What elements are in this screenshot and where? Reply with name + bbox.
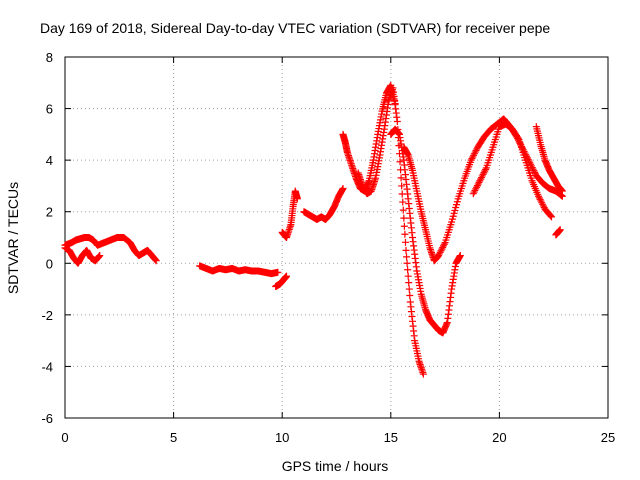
data-point-track-j xyxy=(470,151,478,159)
data-point-track-k xyxy=(535,194,543,202)
data-point-track-k xyxy=(534,192,542,200)
y-tick-label: 0 xyxy=(46,256,53,271)
data-point-track-j xyxy=(440,240,448,248)
x-axis-label: GPS time / hours xyxy=(282,458,389,474)
y-tick-label: 4 xyxy=(46,153,53,168)
data-point-track-k xyxy=(482,165,490,173)
data-point-track-k xyxy=(539,202,547,210)
x-tick-label: 10 xyxy=(275,430,289,445)
data-point-track-j xyxy=(472,146,480,154)
x-tick-label: 25 xyxy=(601,430,615,445)
y-tick-label: 8 xyxy=(46,50,53,65)
data-point-track-j xyxy=(469,153,477,161)
data-point-track-k xyxy=(469,190,477,198)
data-point-track-k xyxy=(472,185,480,193)
plot-frame xyxy=(64,56,609,419)
data-points xyxy=(61,81,566,378)
data-point-track-k xyxy=(514,134,522,142)
data-point-track-j xyxy=(471,148,479,156)
data-point-track-h xyxy=(399,206,407,214)
data-point-track-k xyxy=(481,167,489,175)
data-point-track-h xyxy=(405,285,413,293)
y-tick-label: -6 xyxy=(41,411,53,426)
data-point-track-h xyxy=(401,230,409,238)
data-point-track-j xyxy=(437,247,445,255)
data-point-track-a xyxy=(152,257,160,265)
y-tick-label: -2 xyxy=(41,308,53,323)
data-point-track-d xyxy=(283,272,291,280)
data-point-track-j xyxy=(439,242,447,250)
data-point-track-j xyxy=(439,243,447,251)
data-point-track-k xyxy=(547,212,555,220)
data-point-track-j xyxy=(470,150,478,158)
data-point-track-e xyxy=(293,195,301,203)
y-tick-label: 2 xyxy=(46,205,53,220)
data-point-track-k xyxy=(473,182,481,190)
data-point-track-k xyxy=(478,172,486,180)
data-point-track-k xyxy=(479,170,487,178)
data-point-track-k xyxy=(548,213,556,221)
data-point-track-h xyxy=(400,222,408,230)
data-point-track-j xyxy=(435,250,443,258)
data-point-track-j xyxy=(435,252,443,260)
data-point-track-h xyxy=(403,259,411,267)
data-point-track-j xyxy=(436,248,444,256)
data-point-track-k xyxy=(474,180,482,188)
data-point-track-l xyxy=(558,187,566,195)
data-point-track-k xyxy=(480,169,488,177)
data-point-track-j xyxy=(467,156,475,164)
data-point-track-c xyxy=(274,268,282,276)
data-point-track-h xyxy=(405,279,413,287)
data-point-track-j xyxy=(468,155,476,163)
data-point-track-k xyxy=(538,199,546,207)
data-point-track-k xyxy=(475,178,483,186)
data-point-track-k xyxy=(471,186,479,194)
data-point-track-h xyxy=(397,174,405,182)
data-point-track-h xyxy=(396,158,404,166)
data-point-track-i xyxy=(456,252,464,260)
x-tick-label: 15 xyxy=(384,430,398,445)
data-point-track-b xyxy=(96,252,104,260)
data-point-track-h xyxy=(402,246,410,254)
x-tick-label: 0 xyxy=(61,430,68,445)
y-tick-label: -4 xyxy=(41,359,53,374)
data-point-track-h xyxy=(403,253,411,261)
data-point-track-h xyxy=(399,198,407,206)
chart-title: Day 169 of 2018, Sidereal Day-to-day VTE… xyxy=(40,20,550,36)
data-point-track-k xyxy=(473,183,481,191)
data-point-track-h xyxy=(406,292,414,300)
data-point-track-j xyxy=(438,245,446,253)
data-point-track-h xyxy=(393,117,401,125)
data-point-track-k xyxy=(539,200,547,208)
data-point-track-h xyxy=(401,238,409,246)
data-point-track-k xyxy=(477,174,485,182)
data-point-track-h xyxy=(419,370,427,378)
data-point-track-h xyxy=(398,182,406,190)
data-point-track-k xyxy=(476,177,484,185)
data-point-track-k xyxy=(536,195,544,203)
axis-ticks: 0 5 10 15 20 25 -6 -4 -2 0 2 4 6 8 xyxy=(41,50,615,445)
grid xyxy=(65,57,608,418)
y-axis-label: SDTVAR / TECUs xyxy=(5,182,21,294)
data-point-track-h xyxy=(404,272,412,280)
x-tick-label: 20 xyxy=(492,430,506,445)
data-point-track-k xyxy=(477,175,485,183)
data-point-track-j xyxy=(527,162,535,170)
data-point-track-j xyxy=(531,168,539,176)
data-point-track-j xyxy=(527,160,535,168)
data-point-track-k xyxy=(537,197,545,205)
data-point-track-k xyxy=(470,188,478,196)
data-point-track-m xyxy=(556,226,564,234)
data-point-track-h xyxy=(404,266,412,274)
data-point-track-h xyxy=(400,214,408,222)
data-point-track-f xyxy=(339,185,347,193)
x-tick-label: 5 xyxy=(170,430,177,445)
data-point-track-j xyxy=(529,165,537,173)
y-tick-label: 6 xyxy=(46,102,53,117)
